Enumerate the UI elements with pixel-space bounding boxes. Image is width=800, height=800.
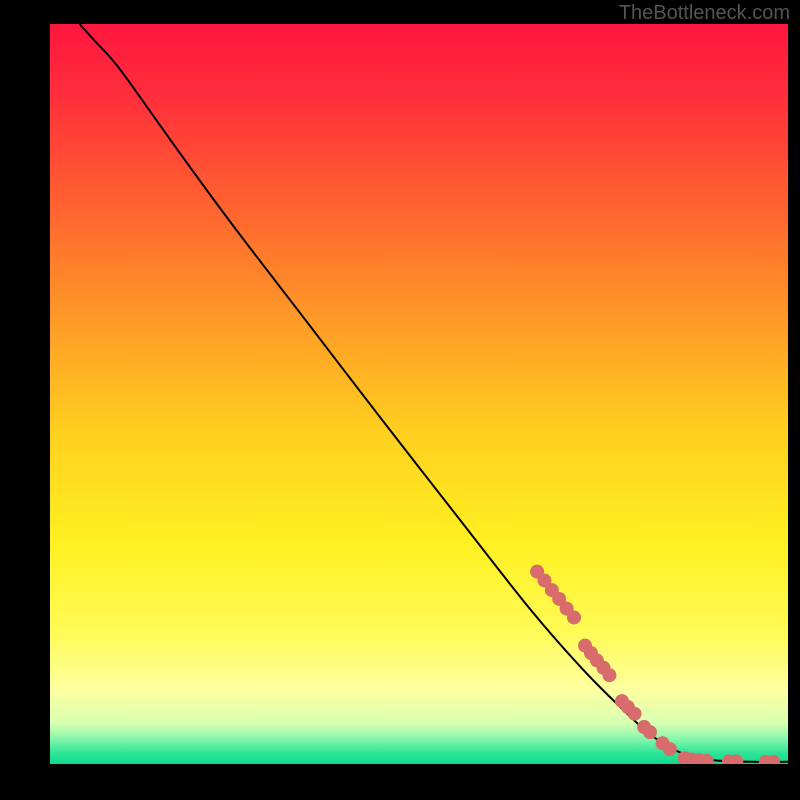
data-marker	[627, 707, 641, 721]
watermark-text: TheBottleneck.com	[619, 2, 790, 25]
plot-area	[50, 24, 788, 764]
data-marker	[602, 668, 616, 682]
gradient-background	[50, 24, 788, 764]
data-marker	[663, 742, 677, 756]
chart-svg	[50, 24, 788, 764]
chart-frame: TheBottleneck.com	[0, 0, 800, 800]
data-marker	[567, 610, 581, 624]
data-marker	[643, 725, 657, 739]
